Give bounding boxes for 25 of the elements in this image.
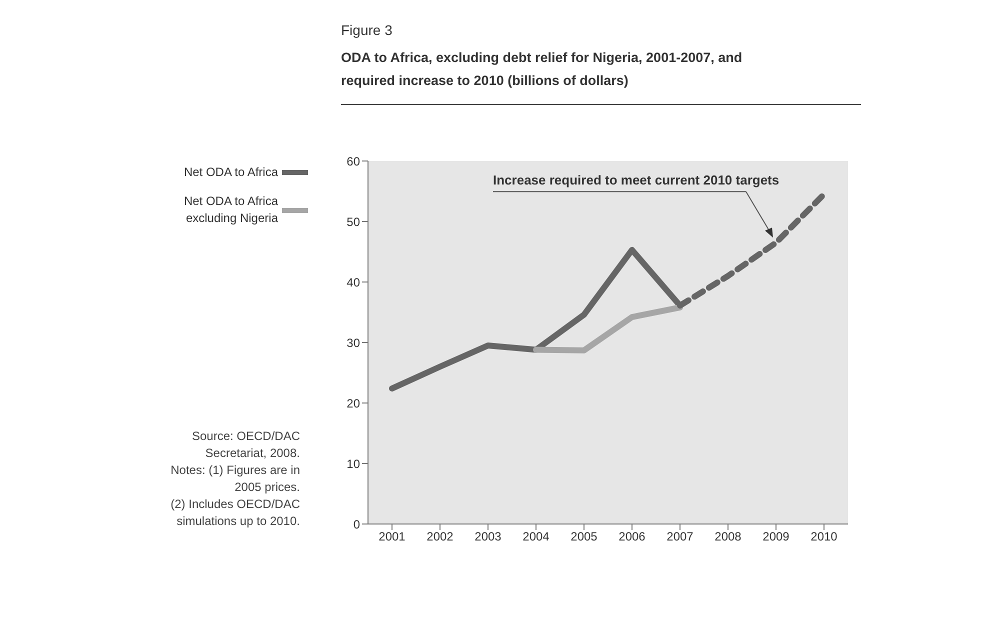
y-tick-label: 40 [346, 275, 360, 290]
y-tick-label: 20 [346, 396, 360, 410]
y-tick-label: 0 [353, 517, 360, 532]
chart-subtitle: ODA to Africa, excluding debt relief for Nigeria, 2001-2007, and required increase to 2010 (billions of dollars) [341, 49, 744, 90]
x-tick-label: 2005 [570, 530, 598, 544]
y-tick-label: 50 [346, 214, 360, 229]
y-tick-label: 60 [346, 154, 360, 168]
x-tick-label: 2009 [762, 530, 790, 544]
annotation: Increase required to meet current 2010 targets [493, 172, 780, 188]
text: (2) Includes OECD/DAC simulations up to 2010. [170, 496, 300, 530]
x-tick-label: 2002 [426, 530, 454, 544]
y-tick-label: 30 [346, 336, 360, 350]
x-tick-label: 2006 [618, 530, 646, 544]
y-tick-label: 10 [346, 456, 360, 471]
legend-label: Net ODA to Africa excluding Nigeria [182, 193, 278, 227]
chart-title: Figure 3 [341, 22, 392, 38]
text: Notes: (1) Figures are in 2005 prices. [170, 462, 300, 496]
x-tick-label: 2004 [522, 530, 550, 544]
legend-label: Net ODA to Africa [182, 164, 278, 181]
x-tick-label: 2008 [714, 530, 742, 544]
x-tick-label: 2001 [378, 530, 406, 544]
x-tick-label: 2010 [810, 530, 838, 544]
source-note: Source: OECD/DAC Secretariat, 2008. [190, 428, 300, 462]
x-tick-label: 2007 [666, 530, 694, 544]
x-tick-label: 2003 [474, 530, 502, 544]
